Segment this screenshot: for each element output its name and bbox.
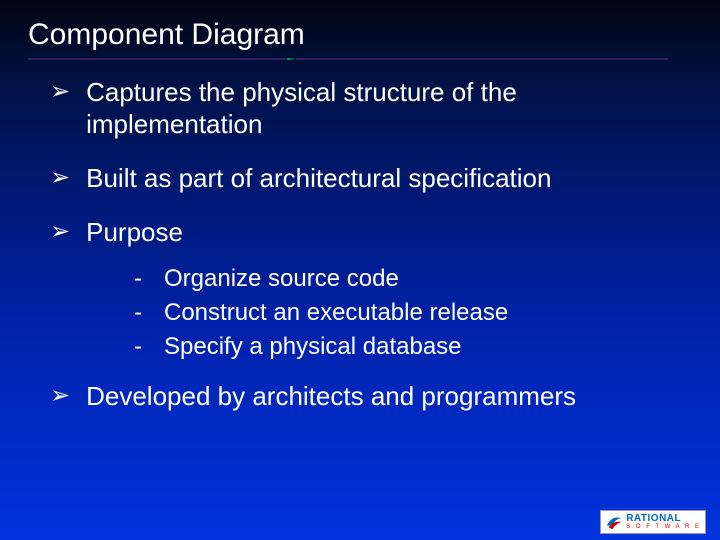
bullet-item: ➢ Purpose (50, 216, 680, 248)
sub-bullet-list: - Organize source code - Construct an ex… (50, 258, 680, 380)
logo-swoosh-icon (605, 513, 623, 531)
bullet-arrow-icon: ➢ (50, 216, 70, 248)
bullet-text: Built as part of architectural specifica… (86, 162, 551, 194)
bullet-text: Developed by architects and programmers (86, 380, 576, 412)
bullet-item: ➢ Built as part of architectural specifi… (50, 162, 680, 194)
bullet-arrow-icon: ➢ (50, 76, 70, 108)
title-underline (28, 58, 668, 62)
sub-bullet-text: Organize source code (164, 264, 399, 294)
bullet-arrow-icon: ➢ (50, 162, 70, 194)
bullet-item: ➢ Captures the physical structure of the… (50, 76, 680, 140)
bullet-text: Purpose (86, 216, 183, 248)
bullet-text: Captures the physical structure of the i… (86, 76, 680, 140)
sub-bullet-text: Specify a physical database (164, 332, 462, 362)
logo-top-text: RATIONAL (626, 514, 701, 524)
sub-bullet-item: - Construct an executable release (98, 298, 680, 328)
sub-bullet-text: Construct an executable release (164, 298, 508, 328)
dash-icon: - (134, 332, 154, 362)
slide-title: Component Diagram (28, 18, 305, 52)
bullet-arrow-icon: ➢ (50, 380, 70, 412)
dash-icon: - (134, 264, 154, 294)
logo-text: RATIONAL S O F T W A R E (626, 514, 701, 530)
content-area: ➢ Captures the physical structure of the… (0, 52, 720, 412)
sub-bullet-item: - Organize source code (98, 264, 680, 294)
title-area: Component Diagram (0, 0, 720, 52)
dash-icon: - (134, 298, 154, 328)
rational-logo: RATIONAL S O F T W A R E (600, 510, 706, 534)
logo-bottom-text: S O F T W A R E (626, 524, 701, 530)
sub-bullet-item: - Specify a physical database (98, 332, 680, 362)
bullet-item: ➢ Developed by architects and programmer… (50, 380, 680, 412)
